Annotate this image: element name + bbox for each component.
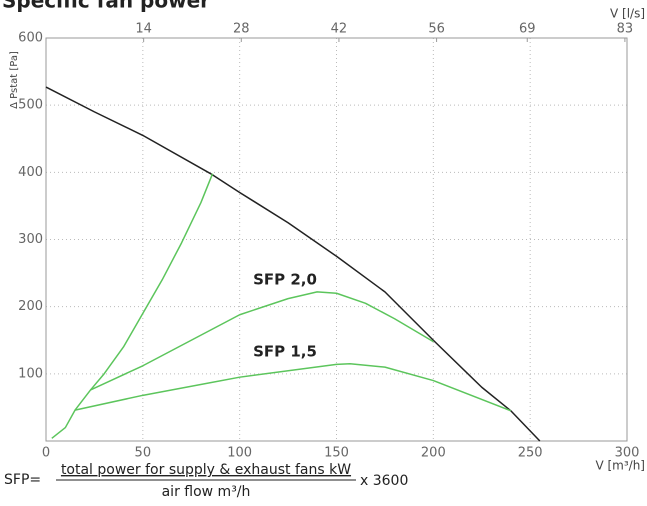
x2-tick-label: 69 (519, 22, 536, 37)
x-tick-label: 150 (324, 446, 349, 461)
y-tick-label: 600 (18, 31, 43, 46)
formula-denominator: air flow m³/h (162, 484, 251, 500)
y-tick-label: 200 (18, 299, 43, 314)
x-tick-label: 100 (227, 446, 252, 461)
curve (90, 291, 434, 391)
formula-suffix: x 3600 (360, 473, 408, 489)
x2-tick-label: 28 (233, 22, 250, 37)
x2-tick-label: 14 (135, 22, 152, 37)
curve-label: SFP 1,5 (253, 343, 317, 361)
y-tick-label: 300 (18, 232, 43, 247)
formula-prefix: SFP= (4, 472, 41, 488)
y-tick-label: 500 (18, 98, 43, 113)
curve (51, 173, 214, 439)
chart-title: Specific fan power (2, 0, 210, 13)
curve (74, 363, 512, 412)
curve (45, 86, 541, 442)
y-axis-label: Δ Pstat [Pa] (9, 51, 20, 109)
formula-numerator: total power for supply & exhaust fans kW (61, 462, 351, 478)
y-tick-label: 400 (18, 165, 43, 180)
x-tick-label: 200 (421, 446, 446, 461)
x2-tick-label: 56 (428, 22, 445, 37)
x-axis-label: V [m³/h] (595, 459, 645, 473)
x2-tick-label: 83 (617, 22, 634, 37)
x-tick-label: 0 (42, 446, 50, 461)
x-tick-label: 300 (615, 446, 640, 461)
x-tick-label: 250 (518, 446, 543, 461)
curve-label: SFP 2,0 (253, 271, 317, 289)
x-tick-label: 50 (135, 446, 152, 461)
x2-axis-label: V [l/s] (610, 7, 645, 21)
y-tick-label: 100 (18, 366, 43, 381)
plot-frame (45, 37, 628, 442)
x2-tick-label: 42 (331, 22, 348, 37)
